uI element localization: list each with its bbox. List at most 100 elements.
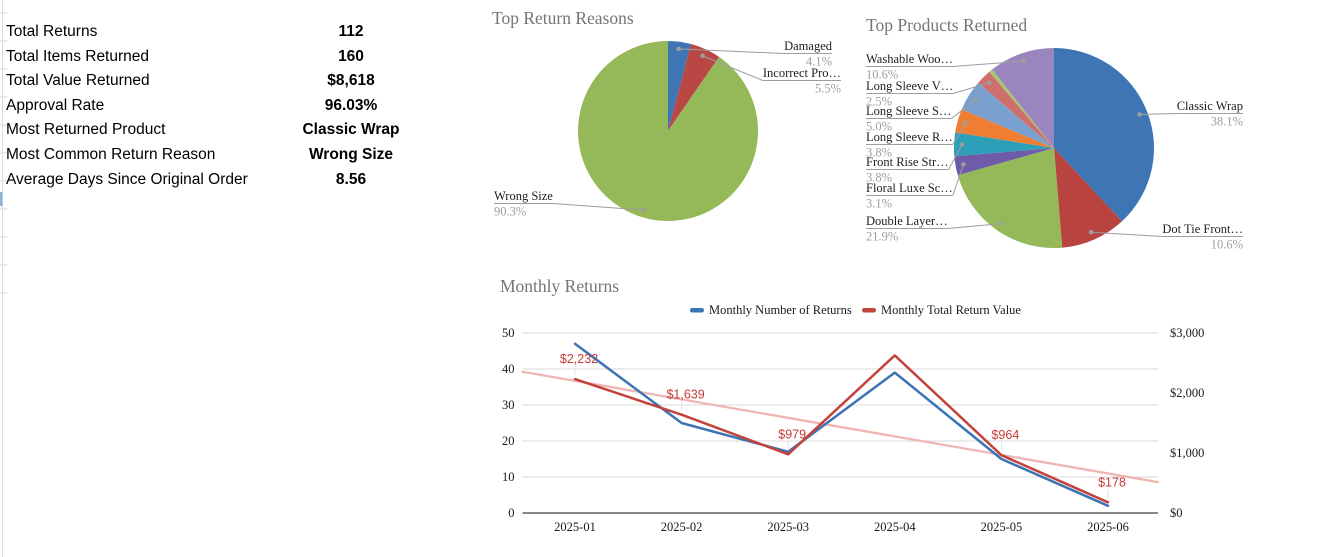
stat-row: Approval Rate 96.03% xyxy=(4,94,414,119)
callout-anchor-dot xyxy=(961,162,966,167)
pie-callout-percent: 3.8% xyxy=(866,171,892,185)
right-axis-tick-label: $0 xyxy=(1170,506,1183,520)
pie-callout-label: Long Sleeve V… xyxy=(866,79,953,93)
callout-leader-line xyxy=(952,122,966,145)
stat-label: Average Days Since Original Order xyxy=(6,170,248,188)
data-label: $1,639 xyxy=(666,388,704,402)
pie-slice[interactable] xyxy=(992,48,1054,148)
pie-slice[interactable] xyxy=(989,69,1054,148)
pie-callout-label: Long Sleeve R… xyxy=(866,130,953,144)
stat-value: 8.56 xyxy=(335,170,367,188)
stat-row: Most Returned Product Classic Wrap xyxy=(4,118,414,143)
pie-callout-percent: 3.1% xyxy=(866,197,892,211)
stat-label: Total Value Returned xyxy=(6,72,150,90)
pie-callout-percent: 4.1% xyxy=(806,55,832,69)
pie-slice[interactable] xyxy=(668,44,720,131)
callout-leader-line xyxy=(552,203,644,211)
pie-callout-label: Floral Luxe Sc… xyxy=(866,181,953,195)
right-axis-tick-label: $2,000 xyxy=(1170,386,1204,400)
callout-leader-line xyxy=(951,99,977,119)
callout-leader-line xyxy=(702,55,764,81)
sheet-selection-mark xyxy=(0,192,3,206)
pie-slice[interactable] xyxy=(668,41,691,131)
pie-callout-label: Classic Wrap xyxy=(1177,99,1243,113)
stat-row: Total Items Returned 160 xyxy=(4,45,414,70)
callout-anchor-dot xyxy=(1137,112,1142,117)
pie-callout-percent: 90.3% xyxy=(494,205,526,219)
pie-callout-percent: 21.9% xyxy=(866,230,898,244)
pie-callout-label: Damaged xyxy=(784,39,833,53)
chart-top-return-reasons[interactable]: Top Return Reasons Damaged 4.1% Incorrect P… xyxy=(480,0,850,271)
chart-title: Top Return Reasons xyxy=(492,8,634,28)
callout-leader-line xyxy=(1139,113,1177,115)
stat-label: Total Returns xyxy=(6,23,98,40)
pie-callout-percent: 3.8% xyxy=(866,146,892,160)
pie-slice[interactable] xyxy=(954,148,1054,176)
stat-label: Total Items Returned xyxy=(6,47,150,65)
stat-value: 112 xyxy=(338,23,364,40)
right-axis-tick-label: $1,000 xyxy=(1170,446,1204,460)
stat-value: Classic Wrap xyxy=(302,121,400,139)
callout-leader-line xyxy=(948,144,963,170)
callout-anchor-dot xyxy=(999,221,1004,226)
trendline xyxy=(521,370,1160,484)
stat-value: $8,618 xyxy=(327,72,375,90)
right-axis-tick-label: $3,000 xyxy=(1170,326,1204,340)
callout-anchor-dot xyxy=(1021,58,1027,64)
pie-slice[interactable] xyxy=(955,109,1054,148)
pie-slice[interactable] xyxy=(978,71,1054,148)
pie-callout-percent: 5.5% xyxy=(815,82,841,96)
pie-callout-percent: 5.0% xyxy=(866,120,892,134)
legend-label: Monthly Number of Returns xyxy=(709,303,852,317)
left-axis-tick-label: 30 xyxy=(502,398,515,412)
callout-leader-line xyxy=(678,48,785,54)
data-label: $2,232 xyxy=(560,352,598,366)
data-label: $964 xyxy=(991,428,1019,442)
pie-slice[interactable] xyxy=(961,82,1054,148)
left-axis-tick-label: 20 xyxy=(502,434,515,448)
series-line-0[interactable] xyxy=(573,342,1110,508)
pie-callout-percent: 10.6% xyxy=(866,68,898,82)
pie-callout-label: Long Sleeve S… xyxy=(866,104,951,118)
pie-slice[interactable] xyxy=(1054,48,1154,222)
pie-slice[interactable] xyxy=(578,41,759,221)
pie-callout-percent: 38.1% xyxy=(1211,115,1243,129)
summary-stats-table: Total Returns 112 Total Items Returned 160 T… xyxy=(4,20,414,192)
left-axis-tick-label: 40 xyxy=(502,362,515,376)
pie-slice[interactable] xyxy=(953,132,1054,157)
stat-label: Most Returned Product xyxy=(6,121,166,139)
pie-slice[interactable] xyxy=(957,148,1063,249)
stat-row: Most Common Return Reason Wrong Size xyxy=(4,143,414,168)
legend-swatch xyxy=(690,308,704,313)
callout-anchor-dot xyxy=(676,46,681,52)
stat-label: Most Common Return Reason xyxy=(6,145,216,163)
stat-row: Average Days Since Original Order 8.56 xyxy=(4,168,414,193)
stat-value: Wrong Size xyxy=(308,145,394,163)
callout-anchor-dot xyxy=(973,97,979,102)
x-axis-tick-label: 2025-04 xyxy=(874,520,916,534)
pie-callout-label: Double Layer… xyxy=(866,214,948,228)
data-label: $178 xyxy=(1098,475,1126,489)
callout-anchor-dot xyxy=(641,207,646,213)
x-axis-tick-label: 2025-05 xyxy=(981,520,1023,534)
callout-anchor-dot xyxy=(959,142,965,147)
callout-leader-line xyxy=(953,82,990,94)
chart-top-products-returned[interactable]: Top Products Returned Classic Wrap 38.1% Do… xyxy=(855,0,1333,275)
chart-monthly-returns[interactable]: Monthly Returns 0 10 20 30 40 50 $0 $1,000 $2,000… xyxy=(490,268,1333,557)
sheet-gridline-ticks xyxy=(0,0,7,557)
callout-anchor-dot xyxy=(1088,229,1094,235)
pie-callout-label: Washable Woo… xyxy=(866,52,953,66)
x-axis-tick-label: 2025-03 xyxy=(767,520,809,534)
callout-leader-line xyxy=(952,60,1024,67)
stat-value: 96.03% xyxy=(324,96,378,114)
series-line-1[interactable] xyxy=(573,354,1110,504)
pie-chart-svg: Top Products Returned Classic Wrap 38.1% Do… xyxy=(866,15,1243,252)
left-axis-tick-label: 50 xyxy=(502,326,515,340)
callout-anchor-dot xyxy=(986,80,992,86)
pie-slice[interactable] xyxy=(1054,148,1122,248)
pie-chart-svg: Top Return Reasons Damaged 4.1%Incorrect P… xyxy=(492,8,841,221)
x-axis-tick-label: 2025-01 xyxy=(554,520,596,534)
stat-row: Total Returns 112 xyxy=(4,20,414,45)
pie-callout-percent: 2.5% xyxy=(866,95,892,109)
stat-label: Approval Rate xyxy=(6,96,105,114)
